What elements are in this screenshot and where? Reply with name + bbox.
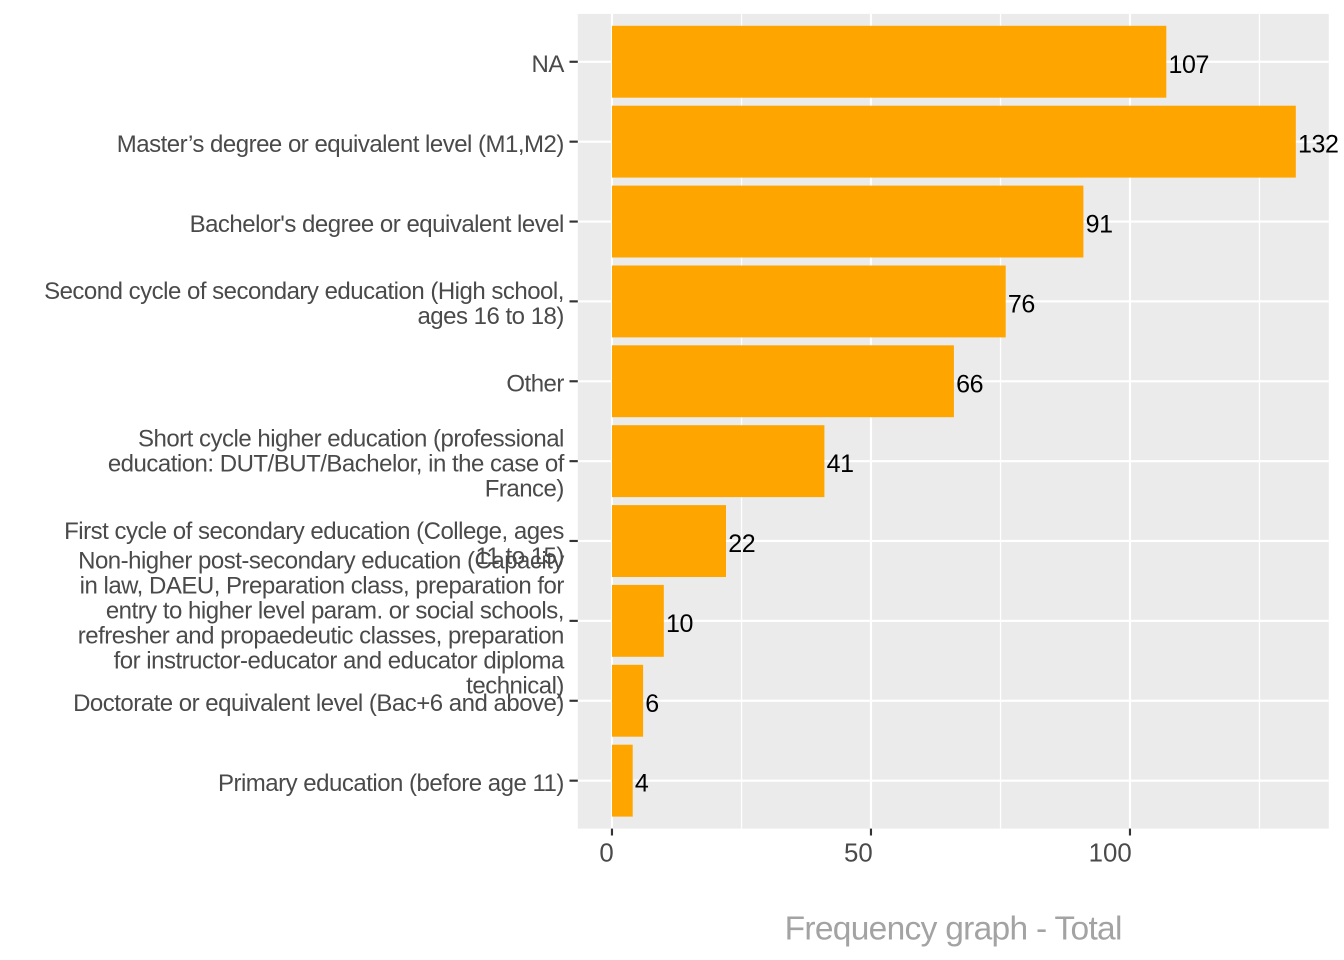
svg-text:11 to 15): 11 to 15) xyxy=(475,543,563,570)
svg-text:66: 66 xyxy=(956,370,983,398)
svg-text:ages 16 to 18): ages 16 to 18) xyxy=(417,303,563,330)
svg-text:10: 10 xyxy=(666,610,693,638)
svg-text:for instructor-educator and ed: for instructor-educator and educator dip… xyxy=(114,648,565,675)
svg-text:technical): technical) xyxy=(466,673,564,700)
svg-text:in law, DAEU, Preparation clas: in law, DAEU, Preparation class, prepara… xyxy=(80,573,565,600)
svg-text:100: 100 xyxy=(1089,840,1132,868)
svg-text:education: DUT/BUT/Bachelor, i: education: DUT/BUT/Bachelor, in the case… xyxy=(108,451,565,478)
svg-text:6: 6 xyxy=(645,690,659,718)
svg-text:50: 50 xyxy=(844,840,873,868)
svg-text:First cycle of secondary educa: First cycle of secondary education (Coll… xyxy=(64,518,564,545)
svg-text:Master’s degree or equivalent: Master’s degree or equivalent level (M1,… xyxy=(117,131,564,158)
svg-text:41: 41 xyxy=(827,450,854,478)
svg-text:76: 76 xyxy=(1008,290,1035,318)
svg-text:Frequency graph - Total: Frequency graph - Total xyxy=(785,911,1122,948)
svg-text:France): France) xyxy=(485,476,564,503)
svg-text:NA: NA xyxy=(532,51,565,78)
svg-text:107: 107 xyxy=(1169,51,1210,79)
svg-text:22: 22 xyxy=(728,530,755,558)
svg-text:Primary education (before age: Primary education (before age 11) xyxy=(218,770,564,797)
svg-text:91: 91 xyxy=(1086,211,1113,239)
svg-text:Bachelor's degree or equivalen: Bachelor's degree or equivalent level xyxy=(190,211,564,238)
svg-text:Short cycle higher education (: Short cycle higher education (profession… xyxy=(138,426,564,453)
svg-text:4: 4 xyxy=(635,770,649,798)
svg-text:0: 0 xyxy=(599,840,613,868)
svg-text:132: 132 xyxy=(1298,131,1339,159)
svg-text:Doctorate or equivalent level: Doctorate or equivalent level (Bac+6 and… xyxy=(73,690,564,717)
svg-text:refresher and propaedeutic cla: refresher and propaedeutic classes, prep… xyxy=(78,623,564,650)
svg-text:Second cycle of secondary educ: Second cycle of secondary education (Hig… xyxy=(44,278,564,305)
svg-text:Other: Other xyxy=(506,371,564,398)
svg-text:Non-higher post-secondary educ: Non-higher post-secondary education (Cap… xyxy=(78,548,564,575)
svg-text:entry to higher level param. o: entry to higher level param. or social s… xyxy=(106,598,564,625)
